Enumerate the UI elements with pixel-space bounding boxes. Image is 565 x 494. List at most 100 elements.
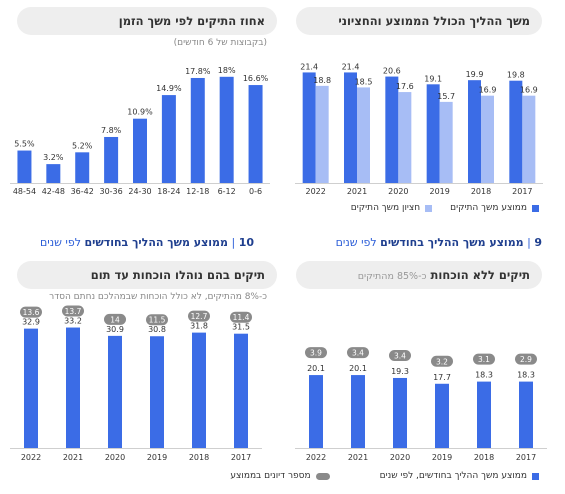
data-label: 30.8	[148, 325, 166, 334]
hearings-label: 13.6	[23, 308, 40, 317]
section-title-10: 10 | ממוצע משך ההליך בחודשים לפי שנים	[39, 236, 254, 249]
section-number: 9	[534, 236, 542, 249]
data-label-median: 18.5	[355, 77, 373, 86]
data-label-mean: 19.9	[466, 70, 484, 79]
data-label-median: 17.6	[396, 82, 414, 91]
data-label-median: 15.7	[437, 92, 455, 101]
hearings-badge	[431, 355, 453, 367]
tick-label: 24-30	[128, 187, 151, 196]
bar-mean	[302, 72, 316, 183]
tick-label: 2020	[388, 187, 408, 196]
hearings-label: 3.1	[478, 355, 490, 364]
data-label: 18.3	[517, 371, 535, 380]
panel-title-text: משך ההליך הכולל הממוצע והחציוני	[338, 14, 530, 28]
data-label-median: 16.9	[479, 86, 497, 95]
bar	[133, 118, 147, 183]
chart-duration-share: 16.6% 0-6 18% 6-12 17.8% 12-18 14.9% 18-24 10.9%…	[10, 66, 270, 196]
tick-label: 2019	[429, 187, 449, 196]
data-label: 17.7	[433, 373, 451, 382]
bar	[192, 332, 206, 448]
data-label: 5.5%	[14, 140, 35, 149]
data-label: 31.5	[232, 323, 250, 332]
tick-label: 2017	[512, 187, 532, 196]
hearings-label: 11.5	[149, 316, 166, 325]
hearings-badge	[62, 305, 84, 317]
section-title-9: 9 | ממוצע משך ההליך בחודשים לפי שנים	[335, 236, 542, 249]
tick-label: 2020	[390, 453, 410, 462]
hearings-label: 3.4	[352, 349, 364, 358]
bar	[66, 327, 80, 448]
chart-overall-duration: 19.8 16.9 2017 19.9 16.9 2018 19.1 15.7 2019 20.6…	[295, 62, 543, 196]
tick-label: 2022	[305, 187, 325, 196]
bar	[309, 375, 323, 448]
tick-label: 2018	[189, 453, 209, 462]
legend-label-months: ממוצע משך ההליך בחודשים, לפי שנים	[379, 471, 527, 481]
data-label: 10.9%	[127, 108, 153, 117]
hearings-label: 11.4	[233, 313, 250, 322]
data-label-mean: 19.1	[424, 74, 442, 83]
bar	[519, 381, 533, 448]
data-label: 16.6%	[243, 74, 269, 83]
section-rest: לפי שנים	[335, 236, 377, 249]
bar-mean	[385, 76, 399, 183]
tick-label: 2019	[432, 453, 452, 462]
legend-label-hearings: מספר דיונים בממוצע	[230, 471, 311, 481]
data-label: 32.9	[22, 318, 40, 327]
bar	[393, 377, 407, 448]
panel-title-with-hearings: תיקים בהם נוהלו הוכחות עד תום	[17, 261, 277, 289]
tick-label: 12-18	[186, 187, 209, 196]
hearings-badge	[515, 353, 537, 365]
bar	[17, 150, 32, 183]
bar	[351, 375, 365, 448]
legend-swatch-hearings	[315, 472, 330, 480]
tick-label: 2018	[474, 453, 494, 462]
data-label-mean: 20.6	[383, 67, 401, 76]
bar	[190, 77, 205, 183]
tick-label: 2021	[348, 453, 368, 462]
section-bold: ממוצע משך ההליך בחודשים	[380, 236, 524, 249]
hearings-badge	[146, 314, 168, 326]
tick-label: 6-12	[218, 187, 236, 196]
bar	[104, 136, 119, 183]
tick-label: 42-48	[42, 187, 65, 196]
hearings-badge	[20, 306, 42, 318]
tick-label: 2021	[63, 453, 83, 462]
hearings-badge	[305, 347, 327, 359]
tick-label: 2022	[306, 453, 326, 462]
panel-title-text: אחוז התיקים לפי משך הזמן	[118, 14, 265, 28]
data-label: 20.1	[349, 364, 367, 373]
bar	[150, 336, 164, 448]
data-label: 7.8%	[101, 126, 122, 135]
tick-label: 30-36	[99, 187, 122, 196]
data-label: 3.2%	[43, 153, 64, 162]
bar-mean	[344, 72, 357, 183]
tick-label: 48-54	[13, 187, 36, 196]
bar-mean	[426, 84, 440, 183]
data-label-median: 18.8	[313, 76, 331, 85]
bar-mean	[468, 80, 481, 183]
bar	[24, 328, 38, 448]
hearings-label: 12.7	[191, 312, 208, 321]
tick-label: 18-24	[157, 187, 180, 196]
hearings-label: 2.9	[520, 355, 532, 364]
tick-label: 2017	[231, 453, 251, 462]
legend-label-mean: ממוצע משך התיקים	[450, 203, 527, 213]
bar	[161, 95, 176, 183]
legend-label-median: חציון משך התיקים	[350, 203, 421, 213]
section-rest: לפי שנים	[39, 236, 81, 249]
data-label: 30.9	[106, 325, 124, 334]
bar	[46, 164, 61, 183]
data-label: 31.8	[190, 322, 208, 331]
hearings-label: 3.9	[310, 349, 322, 358]
bar	[219, 76, 234, 183]
panel-title-overall-duration: משך ההליך הכולל הממוצע והחציוני	[296, 7, 542, 35]
bar	[75, 152, 90, 183]
section-number: 10	[238, 236, 254, 249]
panel-title-text: תיקים ללא הוכחות	[430, 268, 530, 282]
panel-title-duration-share: אחוז התיקים לפי משך הזמן	[17, 7, 277, 35]
bar-median	[357, 87, 370, 183]
data-label: 18.3	[475, 371, 493, 380]
bar	[248, 85, 263, 183]
data-label-mean: 21.4	[342, 62, 360, 71]
tick-label: 0-6	[249, 187, 262, 196]
